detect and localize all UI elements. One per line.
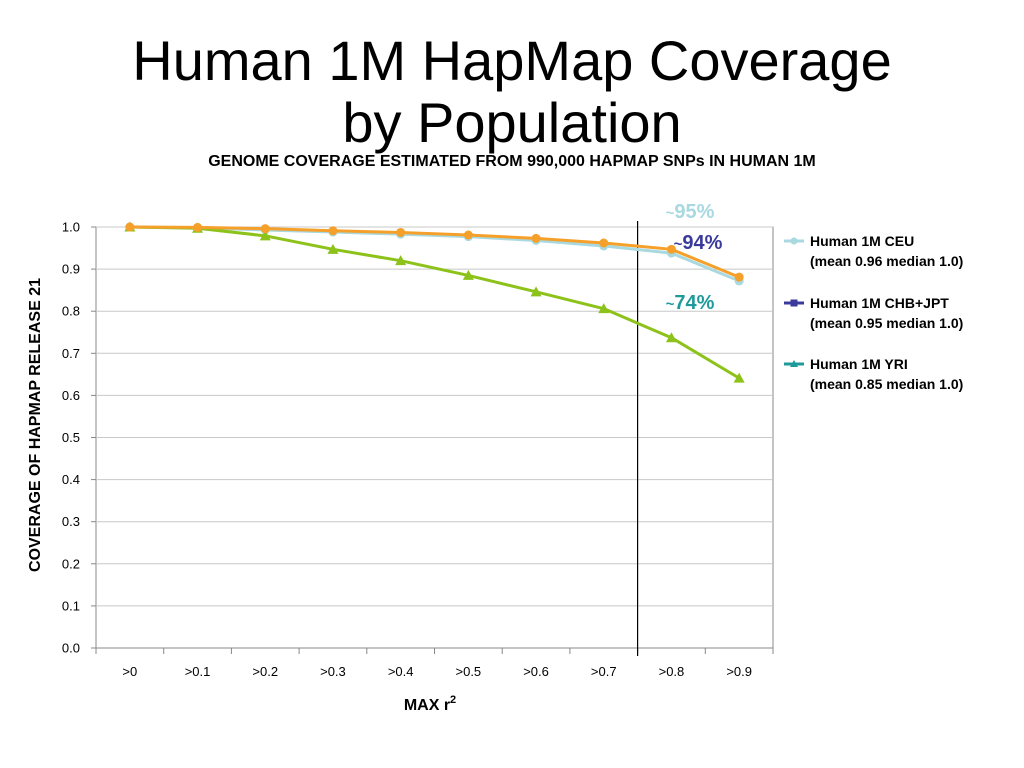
y-axis: 0.0 0.1 0.2 0.3 0.4 0.5 0.6 0.7 0.8 0.9 1.0 <box>62 220 96 656</box>
x-tick-label: >0.8 <box>659 664 685 679</box>
x-axis-title-superscript: 2 <box>450 694 456 706</box>
x-tick-label: >0.9 <box>726 664 752 679</box>
y-axis-title: COVERAGE OF HAPMAP RELEASE 21 <box>27 278 44 572</box>
annotation-label: ~95% <box>666 201 715 223</box>
series-line <box>129 225 740 279</box>
legend: Human 1M CEU (mean 0.96 median 1.0) Human … <box>784 233 963 392</box>
y-tick-label: 0.9 <box>62 262 80 277</box>
y-tick-label: 0.6 <box>62 388 80 403</box>
legend-series-stats: (mean 0.85 median 1.0) <box>810 376 963 392</box>
series-1 <box>125 222 744 282</box>
y-tick-label: 0.1 <box>62 598 80 613</box>
y-tick-label: 1.0 <box>62 220 80 235</box>
data-point <box>531 233 541 243</box>
data-point <box>327 243 339 254</box>
legend-swatch-marker <box>790 299 798 307</box>
data-point <box>599 238 609 248</box>
data-point <box>665 332 677 343</box>
annotation-tilde: ~ <box>674 236 683 253</box>
annotation-tilde: ~ <box>666 296 675 313</box>
y-tick-label: 0.3 <box>62 514 80 529</box>
series-lines <box>124 221 745 383</box>
legend-series-name: Human 1M CHB+JPT <box>810 295 949 311</box>
data-point <box>259 230 271 241</box>
data-point <box>462 269 474 280</box>
annotation-label: ~94% <box>674 232 723 254</box>
slide-title-line-1: Human 1M HapMap Coverage <box>132 29 892 92</box>
annotation-value: 74% <box>674 292 714 314</box>
slide-title-line-2: by Population <box>342 91 682 154</box>
annotations: ~95%~94%~74% <box>666 201 723 314</box>
y-tick-label: 0.4 <box>62 472 80 487</box>
x-tick-label: >0.3 <box>320 664 346 679</box>
data-point <box>733 372 745 383</box>
data-point <box>125 222 135 232</box>
legend-swatch-marker <box>790 237 798 245</box>
annotation-label: ~74% <box>666 292 715 314</box>
data-point <box>666 244 676 254</box>
x-tick-label: >0.7 <box>591 664 617 679</box>
x-tick-label: >0.1 <box>185 664 211 679</box>
x-tick-label: >0 <box>122 664 137 679</box>
legend-series-stats: (mean 0.96 median 1.0) <box>810 253 963 269</box>
y-tick-label: 0.0 <box>62 641 80 656</box>
data-point <box>395 255 407 266</box>
y-tick-label: 0.7 <box>62 346 80 361</box>
x-axis: >0 >0.1 >0.2 >0.3 >0.4 >0.5 >0.6 >0.7 >0.8 >0.9 <box>95 648 774 679</box>
x-axis-title-text: MAX r <box>404 697 450 714</box>
y-tick-label: 0.2 <box>62 556 80 571</box>
data-point <box>193 222 203 232</box>
data-point <box>260 224 270 234</box>
annotation-value: 94% <box>682 232 722 254</box>
series-line <box>129 225 740 380</box>
y-tick-label: 0.5 <box>62 430 80 445</box>
data-point <box>530 286 542 297</box>
gridlines <box>96 226 773 607</box>
data-point <box>734 272 744 282</box>
data-point <box>463 230 473 240</box>
x-tick-label: >0.4 <box>388 664 414 679</box>
legend-series-stats: (mean 0.95 median 1.0) <box>810 315 963 331</box>
x-axis-title: MAX r2 <box>404 694 456 714</box>
data-point <box>598 303 610 314</box>
x-tick-label: >0.5 <box>456 664 482 679</box>
x-tick-label: >0.2 <box>252 664 278 679</box>
chart-title: GENOME COVERAGE ESTIMATED FROM 990,000 H… <box>208 153 816 170</box>
annotation-tilde: ~ <box>666 205 675 222</box>
y-tick-label: 0.8 <box>62 304 80 319</box>
slide-title: Human 1M HapMap Coverage by Population <box>0 30 1024 154</box>
legend-series-name: Human 1M YRI <box>810 356 908 372</box>
legend-series-name: Human 1M CEU <box>810 233 914 249</box>
legend-swatch-marker <box>790 360 798 367</box>
data-point <box>328 226 338 236</box>
data-point <box>396 227 406 237</box>
x-tick-label: >0.6 <box>523 664 549 679</box>
annotation-value: 95% <box>674 201 714 223</box>
